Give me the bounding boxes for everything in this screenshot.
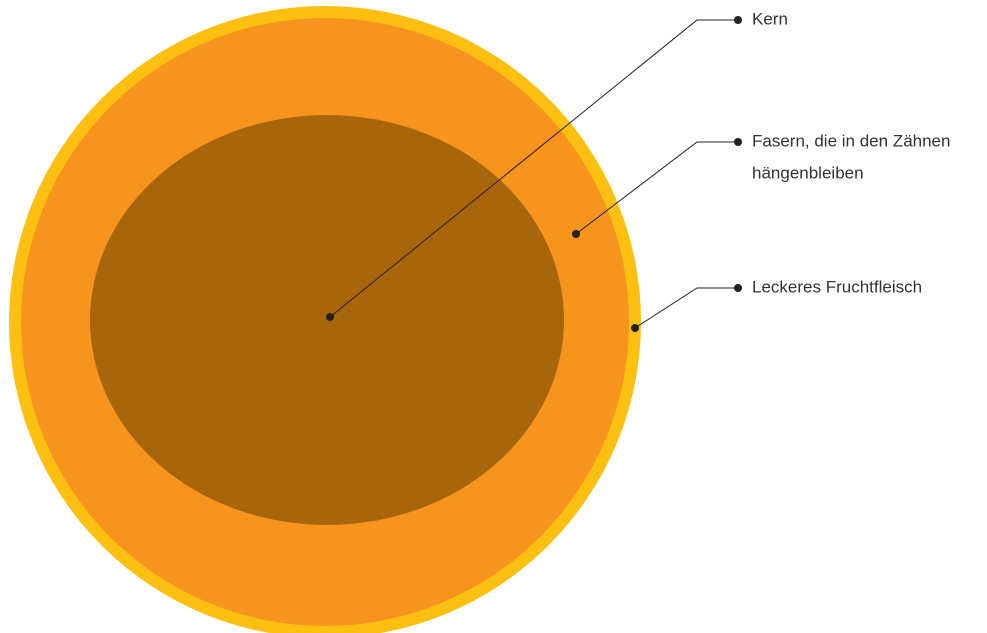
label: Kern bbox=[752, 9, 788, 28]
label: Leckeres Fruchtfleisch bbox=[752, 277, 922, 296]
leader-dot bbox=[326, 313, 334, 321]
leader-line bbox=[634, 287, 738, 329]
stone bbox=[90, 115, 564, 525]
leader-dot bbox=[631, 324, 639, 332]
leader-dot bbox=[734, 16, 742, 24]
leader-dot bbox=[734, 284, 742, 292]
leader-line bbox=[329, 19, 738, 318]
label: Fasern, die in den Zähnen bbox=[752, 131, 950, 150]
leader-dot bbox=[572, 230, 580, 238]
leader-line bbox=[575, 141, 738, 235]
label: hängenbleiben bbox=[752, 163, 864, 182]
leader-dot bbox=[734, 138, 742, 146]
